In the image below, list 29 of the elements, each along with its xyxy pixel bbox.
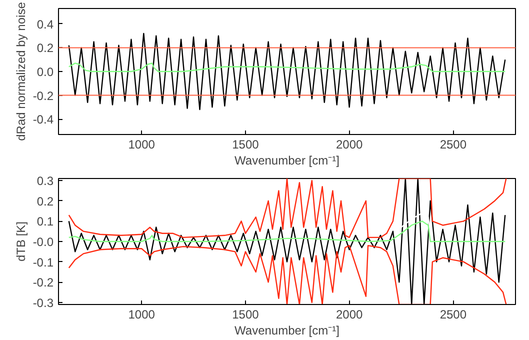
y-axis-title: dTB [K] <box>14 221 28 262</box>
line-series <box>68 62 506 72</box>
y-tick-label: -0.3 <box>32 296 54 310</box>
y-tick-label: -0.4 <box>32 112 54 127</box>
x-tick-label: 1500 <box>232 308 260 322</box>
x-tick-label: 1500 <box>232 138 260 152</box>
y-tick-label: 0.3 <box>36 174 54 188</box>
x-tick-label: 2000 <box>336 308 363 322</box>
line-series <box>68 244 507 304</box>
x-axis-title: Wavenumber [cm⁻¹] <box>234 324 340 338</box>
y-axis-title: dRad normalized by noise <box>14 2 28 141</box>
line-series <box>68 220 506 242</box>
y-tick-label: 0.1 <box>36 214 54 229</box>
x-tick-label: 2500 <box>440 138 467 152</box>
y-tick-label: 0.2 <box>36 41 54 56</box>
y-tick-label: 0.4 <box>36 17 54 32</box>
y-tick-label: -0.1 <box>32 255 54 270</box>
x-tick-label: 2000 <box>336 138 363 152</box>
y-tick-label: -0.2 <box>32 88 54 103</box>
y-tick-label: -0.0 <box>32 235 54 249</box>
y-tick-label: 0.0 <box>36 65 54 79</box>
x-tick-label: 2500 <box>440 308 467 322</box>
x-axis-title: Wavenumber [cm⁻¹] <box>234 154 340 168</box>
y-tick-label: 0.2 <box>36 194 54 208</box>
line-series <box>68 178 507 238</box>
y-tick-label: -0.2 <box>32 276 54 290</box>
x-tick-label: 1000 <box>128 308 156 322</box>
x-tick-label: 1000 <box>128 138 156 152</box>
line-series <box>68 32 506 110</box>
